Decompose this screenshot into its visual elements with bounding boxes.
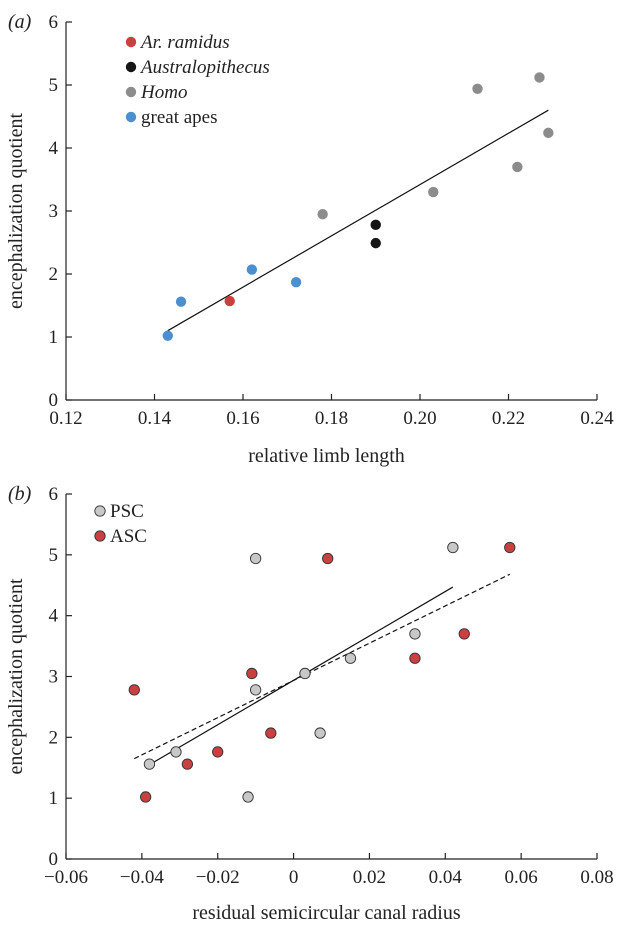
data-point-great-apes: [290, 276, 302, 288]
data-point-asc: [246, 667, 258, 680]
legend-label-australopithecus: Australopithecus: [139, 57, 270, 78]
legend-label-psc: PSC: [110, 501, 144, 522]
data-point-asc: [409, 652, 421, 664]
regression-line-dashed: [134, 573, 511, 760]
x-tick-label: 0.08: [580, 867, 613, 888]
x-tick-label: −0.04: [120, 867, 164, 888]
x-tick-label: −0.02: [196, 867, 240, 888]
data-point-asc: [504, 541, 516, 554]
data-point-ar-ramidus: [224, 295, 235, 307]
data-point-asc: [128, 684, 140, 696]
data-point-psc: [314, 727, 326, 739]
x-tick-label: −0.06: [44, 867, 88, 888]
legend-marker-asc: [94, 530, 106, 542]
regression-line-solid: [167, 109, 549, 332]
panel-a: 0.12 0.14 0.16 0.18 0.20 0.22 0.24 0 1 2 3 4 5 6 relat…: [5, 11, 614, 467]
data-point-psc: [249, 684, 262, 696]
y-tick-label: 0: [49, 849, 59, 870]
legend-label-ar-ramidus: Ar. ramidus: [139, 32, 230, 53]
data-point-great-apes: [246, 264, 258, 275]
data-point-psc: [249, 552, 262, 565]
y-tick-label: 2: [49, 264, 59, 285]
panel-label: (b): [8, 483, 32, 505]
x-tick-label: 0.06: [505, 867, 538, 888]
x-tick-label: 0.02: [353, 867, 386, 888]
data-point-asc: [139, 791, 152, 803]
x-axis-label: relative limb length: [248, 445, 405, 467]
y-tick-label: 3: [49, 201, 59, 222]
x-tick-label: 0.16: [226, 408, 259, 429]
legend-label-homo: Homo: [140, 82, 187, 103]
data-point-psc: [170, 746, 182, 758]
data-point-australopithecus: [370, 219, 381, 231]
y-axis-label: encephalization quotient: [5, 578, 27, 774]
y-tick-label: 0: [49, 390, 59, 411]
data-point-australopithecus: [370, 237, 381, 249]
x-tick-label: 0.12: [49, 408, 82, 429]
data-point-great-apes: [162, 330, 173, 341]
y-tick-label: 6: [49, 484, 59, 505]
x-tick-label: 0.24: [580, 408, 614, 429]
x-tick-label: 0.18: [315, 408, 348, 429]
x-tick-label: 0.04: [429, 867, 463, 888]
data-point-psc: [143, 758, 156, 770]
x-axis-label: residual semicircular canal radius: [192, 902, 460, 924]
y-tick-label: 5: [49, 75, 59, 96]
y-tick-label: 4: [49, 138, 59, 159]
panel-label: (a): [8, 11, 32, 33]
data-point-psc: [242, 791, 254, 803]
data-point-asc: [322, 552, 334, 565]
data-point-psc: [344, 652, 357, 664]
data-point-homo: [512, 161, 523, 173]
y-tick-label: 6: [49, 12, 59, 33]
data-point-asc: [265, 727, 277, 739]
data-point-homo: [428, 186, 439, 198]
data-point-homo: [472, 83, 483, 94]
panel-b: −0.06 −0.04 −0.02 0 0.02 0.04 0.06 0.08 0 1 2 3 4 5 6 r…: [5, 483, 614, 924]
y-axis-label: encephalization quotient: [5, 113, 27, 309]
y-tick-label: 4: [49, 606, 59, 627]
legend-marker-australopithecus: [125, 61, 137, 73]
x-tick-label: 0.22: [492, 408, 525, 429]
legend-marker-ar-ramidus: [125, 36, 137, 48]
data-point-psc: [299, 667, 311, 680]
data-point-homo: [534, 72, 545, 83]
legend-marker-great-apes: [125, 111, 137, 123]
y-tick-label: 5: [49, 545, 59, 566]
data-point-psc: [447, 541, 459, 554]
x-tick-label: 0.20: [403, 408, 436, 429]
legend-marker-homo: [125, 86, 137, 98]
data-point-psc: [409, 628, 421, 640]
legend-marker-psc: [94, 505, 106, 517]
data-point-asc: [458, 628, 470, 640]
data-point-homo: [543, 127, 554, 139]
data-point-homo: [317, 208, 328, 220]
data-point-great-apes: [175, 296, 187, 307]
x-tick-label: 0: [289, 867, 299, 888]
y-tick-label: 2: [49, 727, 59, 748]
x-tick-label: 0.14: [138, 408, 172, 429]
y-tick-label: 1: [49, 788, 59, 809]
y-tick-label: 1: [49, 327, 59, 348]
legend-label-asc: ASC: [110, 526, 147, 547]
y-tick-label: 3: [49, 667, 59, 688]
data-point-asc: [181, 758, 194, 770]
legend-label-great-apes: great apes: [141, 107, 217, 128]
data-point-asc: [212, 746, 224, 758]
